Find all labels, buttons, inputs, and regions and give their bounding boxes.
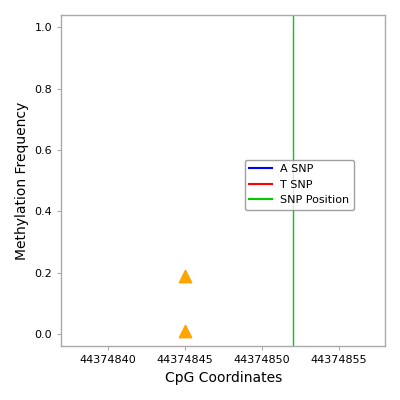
Legend: A SNP, T SNP, SNP Position: A SNP, T SNP, SNP Position: [245, 160, 354, 210]
Point: [182, 328, 188, 334]
Point: [182, 273, 188, 279]
X-axis label: CpG Coordinates: CpG Coordinates: [164, 371, 282, 385]
Y-axis label: Methylation Frequency: Methylation Frequency: [15, 102, 29, 260]
